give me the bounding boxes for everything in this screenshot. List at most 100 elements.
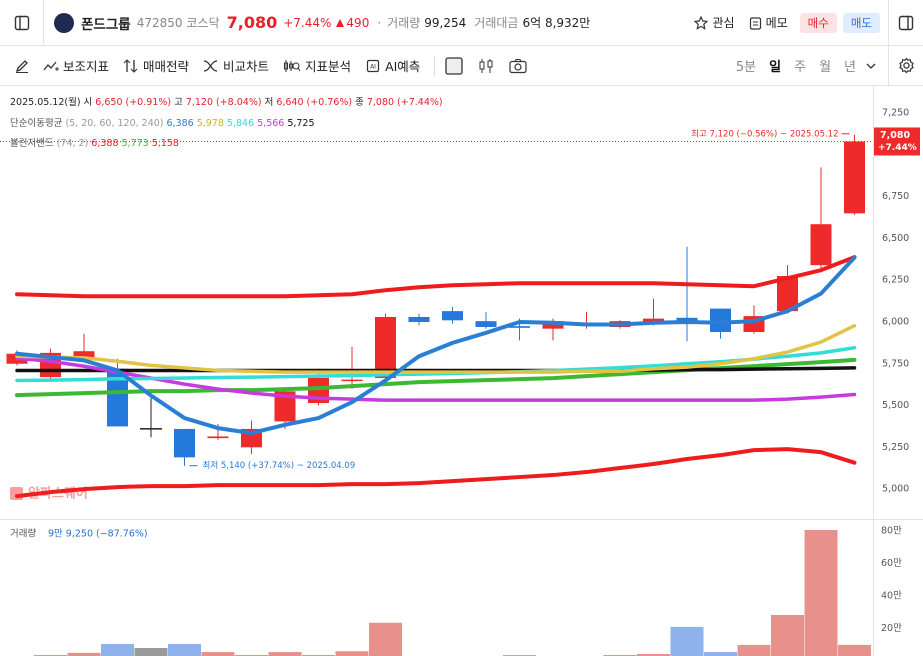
volume-tick-label: 20만: [881, 623, 902, 634]
watch-button[interactable]: 관심: [694, 14, 735, 31]
y-tick-label: 5,750: [882, 358, 909, 369]
settings[interactable]: [889, 57, 923, 74]
ohlc-value: 7,080: [366, 97, 395, 108]
screenshot[interactable]: [509, 58, 527, 74]
volume-title: 거래량: [10, 528, 36, 540]
watermark-text: 알파스퀘어: [28, 486, 88, 502]
volume-bar: [67, 652, 101, 656]
watermark: 알파스퀘어: [10, 486, 88, 502]
y-tick-label: 6,250: [882, 275, 909, 286]
volume-bar: [302, 654, 335, 656]
volume-tick-label: 80만: [881, 525, 902, 536]
memo-button[interactable]: 메모: [749, 14, 788, 31]
period-active[interactable]: 일: [769, 60, 782, 75]
period[interactable]: 월: [819, 60, 832, 75]
ma-line: [15, 323, 857, 374]
indicator-params: (74, 2): [56, 138, 89, 149]
price-box-change: +7.44%: [878, 143, 917, 153]
ohlc-value: 7,120: [185, 97, 214, 108]
tool-label: 지표분석: [305, 59, 352, 74]
candle-body: [810, 224, 832, 266]
volume-bar: [838, 644, 871, 656]
ma-row: 단순이동평균 (5, 20, 60, 120, 240) 6,386 5,978 5,8…: [10, 114, 446, 135]
stock-logo: [54, 12, 74, 33]
volume-bar: [670, 626, 704, 656]
tool-analysis[interactable]: 지표분석: [283, 56, 351, 75]
period[interactable]: 년: [844, 60, 856, 75]
period[interactable]: 주: [794, 60, 807, 75]
candle-body: [542, 321, 564, 329]
ohlc-label: 저: [264, 97, 274, 108]
low-note: 최저 5,140 (+37.74%) ~ 2025.04.09: [203, 460, 356, 471]
tool-indicator[interactable]: 보조지표: [43, 56, 109, 75]
amount: 6억 8,932만: [522, 16, 591, 30]
date: 2025.05.12(월): [10, 97, 81, 108]
indicator-value: 6,386: [166, 117, 194, 129]
ohlc-label: 종: [355, 97, 364, 108]
period[interactable]: 5분: [735, 60, 757, 75]
ohlc-value: 6,640: [276, 97, 304, 108]
sell-button[interactable]: 매도: [842, 12, 880, 33]
y-tick-label: 5,000: [882, 484, 909, 495]
y-tick-label: 7,250: [882, 108, 909, 119]
svg-text:AI: AI: [370, 63, 376, 70]
indicator-title: 단순이동평균: [10, 117, 63, 129]
panel-toggle[interactable]: [889, 0, 923, 46]
candle-body: [274, 391, 296, 422]
volume-bar: [771, 615, 804, 656]
sidebar-toggle[interactable]: [0, 0, 43, 46]
volume-bar: [369, 622, 402, 656]
price: 7,080: [226, 13, 278, 32]
volume-bar: [134, 647, 168, 656]
candle-body: [140, 428, 162, 430]
indicator-value: 5,158: [151, 138, 179, 149]
y-tick-label: 6,000: [882, 316, 909, 327]
ohlc-value: 6,650: [95, 97, 123, 108]
volume-bar: [268, 652, 302, 656]
ohlc-pct: (+0.76%): [306, 97, 353, 108]
bollinger-row: 볼린저밴드 (74, 2) 6,388 5,773 5,158: [10, 134, 446, 155]
volume-bar: [201, 652, 235, 656]
header: 폰드그룹 472850 코스닥 7,080 +7.44% 490 · 거래량 9…: [0, 0, 923, 46]
candle-body: [107, 368, 128, 427]
candle-body: [375, 316, 396, 378]
volume-summary: 9만 9,250 (−87.76%): [48, 529, 148, 540]
tool-compare[interactable]: 비교차트: [203, 56, 269, 75]
volume-bar: [335, 651, 369, 656]
ohlc-label: 시: [83, 97, 93, 108]
high-note: 최고 7,120 (−0.56%) ~ 2025.05.12: [691, 128, 838, 139]
indicator-value: 5,725: [287, 117, 315, 129]
buy-button[interactable]: 매수: [799, 12, 837, 33]
tool-strategy[interactable]: 매매전략: [123, 56, 189, 75]
tool-label: 보조지표: [63, 59, 110, 74]
candle-body: [475, 321, 497, 327]
candle-body: [207, 436, 229, 439]
candle-body: [73, 351, 95, 359]
change: 490: [346, 15, 370, 30]
indicator-value: 6,388: [91, 138, 119, 149]
candle-body: [341, 379, 363, 382]
tool-label: 비교차트: [223, 59, 270, 74]
tool-label: AI예측: [385, 59, 421, 74]
memo-label: 메모: [765, 16, 788, 30]
draw-tool[interactable]: [0, 58, 43, 74]
volume-bar: [737, 644, 771, 656]
bollinger-line: [15, 255, 857, 299]
chart-type[interactable]: [477, 58, 495, 74]
indicator-value: 5,846: [226, 117, 255, 129]
amount-label: 거래대금: [474, 16, 519, 30]
ma-line: [15, 366, 857, 373]
market: 코스닥: [186, 16, 220, 30]
candle-style[interactable]: [445, 56, 463, 75]
indicator-title: 볼린저밴드: [10, 138, 54, 149]
indicator-value: 5,773: [121, 138, 149, 149]
volume-bar: [34, 654, 67, 656]
period-menu[interactable]: [866, 62, 876, 70]
volume-label: 거래량: [387, 16, 421, 30]
volume-bar: [101, 643, 134, 656]
volume-bar: [704, 652, 737, 656]
y-tick-label: 6,500: [882, 233, 909, 244]
tool-ai[interactable]: AI AI예측: [365, 56, 420, 75]
ohlc-pct: (+7.44%): [397, 97, 443, 108]
